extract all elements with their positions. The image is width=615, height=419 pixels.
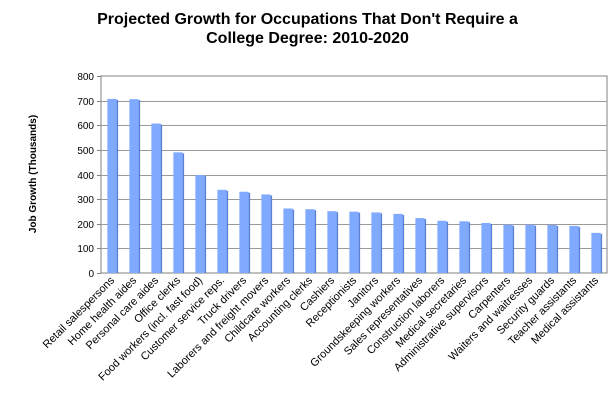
bar [547,224,557,273]
bar-shadow [600,233,603,273]
bar [239,191,249,273]
bar-shadow [380,213,383,273]
bar [591,232,601,273]
bar-shadow [578,226,581,273]
bar [305,209,315,273]
bar [195,174,205,273]
bar [349,211,359,273]
bar-shadow [182,153,185,273]
bar-shadow [160,124,163,273]
chart-title: Projected Growth for Occupations That Do… [0,10,615,48]
bar-shadow [512,225,515,273]
y-tick-label: 500 [77,146,94,157]
bar-shadow [226,190,229,273]
bar-shadow [292,209,295,273]
bar-shadow [270,195,273,273]
y-axis-ticks: 0 100 200 300 400 500 600 700 800 [77,72,101,280]
bar [393,213,403,273]
y-tick-label: 300 [77,195,94,206]
bar-shadow [490,224,493,273]
bar [415,218,425,273]
bar-shadow [336,212,339,273]
bar-shadow [556,225,559,273]
y-tick-label: 0 [88,269,94,280]
bar [371,212,381,273]
bar [481,223,491,273]
bar-shadow [424,219,427,273]
bar [525,224,535,273]
chart-title-line-2: College Degree: 2010-2020 [206,30,409,47]
bar [437,220,447,273]
bar [173,152,183,273]
bar [459,221,469,273]
bar-shadow [248,192,251,273]
chart-title-line-1: Projected Growth for Occupations That Do… [97,11,518,28]
bar-shadow [402,214,405,273]
y-tick-label: 200 [77,220,94,231]
bar-shadow [314,210,317,273]
bar-shadow [116,99,119,274]
y-tick-label: 800 [77,72,94,83]
bar [283,208,293,273]
gridlines [101,101,607,249]
y-tick-label: 400 [77,171,94,182]
bar [569,225,579,273]
bar [327,211,337,273]
bar-shadow [468,222,471,273]
bar [107,98,117,274]
y-tick-label: 100 [77,244,94,255]
bar-shadow [138,100,141,274]
bar-shadow [204,175,207,273]
bar-shadow [358,212,361,273]
bar [129,99,139,274]
bar [261,194,271,273]
bars [107,98,603,274]
bar-shadow [534,225,537,273]
y-axis-label: Job Growth (Thousands) [28,115,39,233]
y-tick-label: 600 [77,121,94,132]
bar-shadow [446,221,449,273]
bar [217,189,227,273]
bar [151,123,161,273]
y-tick-label: 700 [77,97,94,108]
bar [503,224,513,273]
